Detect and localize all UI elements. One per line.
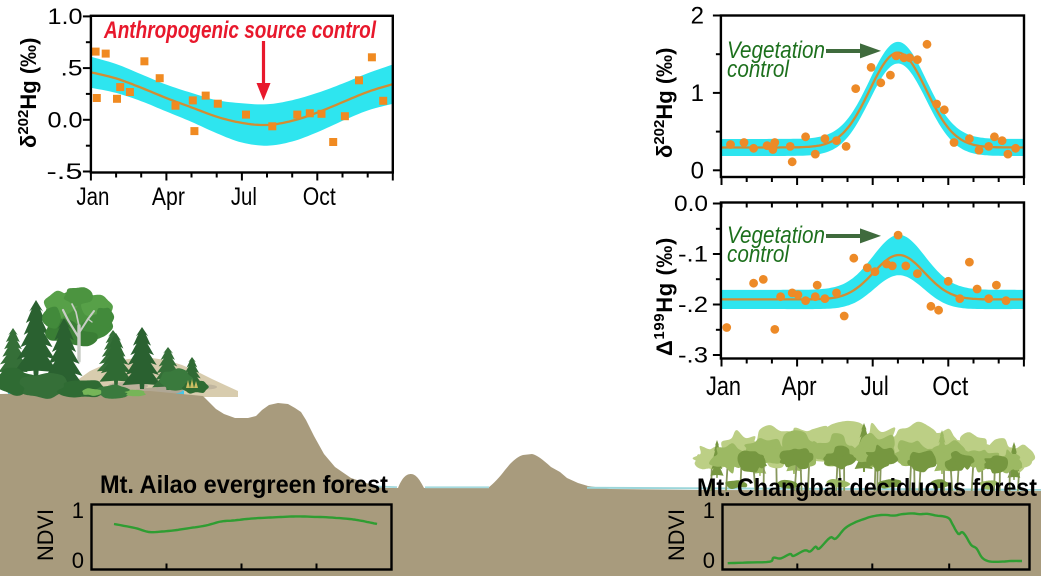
svg-text:0.0: 0.0 xyxy=(48,107,83,132)
svg-text:NDVI: NDVI xyxy=(33,509,58,561)
svg-text:Apr: Apr xyxy=(782,371,817,401)
svg-text:-.2: -.2 xyxy=(678,292,708,317)
svg-text:Oct: Oct xyxy=(932,371,968,401)
svg-text:δ202Hg (‰): δ202Hg (‰) xyxy=(651,48,677,158)
svg-text:Jul: Jul xyxy=(231,183,257,211)
svg-text:1: 1 xyxy=(72,498,84,523)
svg-text:Anthropogenic source control: Anthropogenic source control xyxy=(103,17,377,44)
svg-text:Jan: Jan xyxy=(76,183,109,211)
svg-text:Δ199Hg (‰): Δ199Hg (‰) xyxy=(651,237,677,356)
svg-text:-.5: -.5 xyxy=(47,159,83,184)
svg-text:1: 1 xyxy=(691,80,704,107)
svg-text:-.3: -.3 xyxy=(678,343,708,368)
svg-text:1: 1 xyxy=(703,498,715,523)
svg-text:control: control xyxy=(727,56,790,83)
svg-text:Oct: Oct xyxy=(303,183,336,211)
svg-text:.5: .5 xyxy=(61,56,83,81)
svg-text:control: control xyxy=(727,241,790,268)
svg-text:-.1: -.1 xyxy=(678,242,708,267)
svg-text:2: 2 xyxy=(691,3,704,30)
svg-text:δ202Hg (‰): δ202Hg (‰) xyxy=(15,38,41,148)
svg-text:0: 0 xyxy=(703,548,715,573)
svg-text:0: 0 xyxy=(72,548,84,573)
svg-text:0: 0 xyxy=(691,157,704,184)
svg-text:1.0: 1.0 xyxy=(48,4,83,29)
svg-text:Mt. Ailao evergreen forest: Mt. Ailao evergreen forest xyxy=(100,471,389,499)
svg-text:Mt. Changbai deciduous forest: Mt. Changbai deciduous forest xyxy=(697,474,1038,502)
svg-text:0.0: 0.0 xyxy=(674,191,708,216)
svg-text:Vegetation: Vegetation xyxy=(727,37,825,64)
svg-text:Apr: Apr xyxy=(152,183,185,211)
svg-text:Vegetation: Vegetation xyxy=(727,222,825,249)
svg-text:Jul: Jul xyxy=(861,371,889,401)
svg-text:NDVI: NDVI xyxy=(664,509,689,561)
svg-text:Jan: Jan xyxy=(706,371,741,401)
